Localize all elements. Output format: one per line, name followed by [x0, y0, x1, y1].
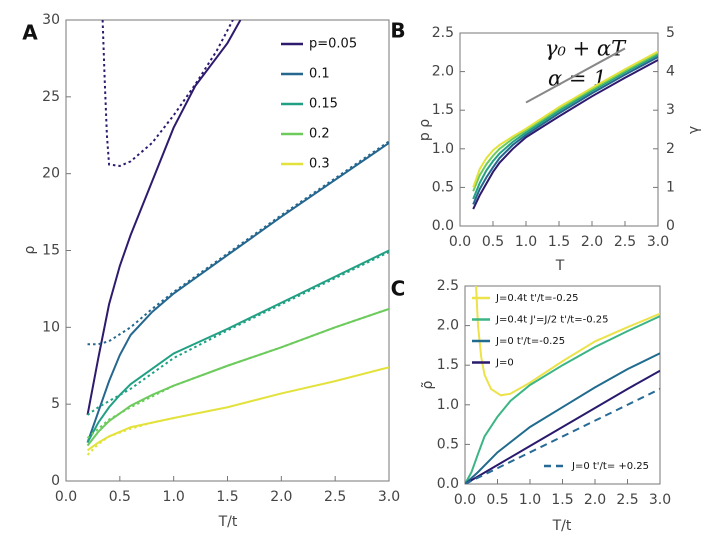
- data-line: [86, 142, 389, 443]
- y-axis-label: ρ: [22, 245, 38, 254]
- data-line: [86, 307, 389, 447]
- panel-label: A: [22, 21, 38, 45]
- legend-label: J=0.4t J'=J/2 t'/t=-0.25: [495, 315, 608, 326]
- data-line: [475, 286, 660, 397]
- legend-label: 0.15: [309, 97, 338, 112]
- x-tick-label: 3.0: [647, 234, 669, 250]
- data-line: [86, 249, 389, 444]
- y-tick-label: 20: [42, 166, 60, 182]
- x-tick-label: 1.5: [551, 492, 573, 508]
- y2-tick-label: 0: [666, 218, 675, 234]
- y-tick-label: 0: [51, 473, 60, 489]
- x-tick-label: 1.0: [515, 234, 537, 250]
- data-line: [86, 417, 174, 456]
- y-tick-label: 0.0: [437, 476, 459, 492]
- x-tick-label: 2.5: [614, 234, 636, 250]
- y-tick-label: 5: [51, 396, 60, 412]
- data-line: [465, 388, 660, 484]
- data-line: [101, 20, 234, 168]
- y-tick-label: 1.5: [437, 357, 459, 373]
- x-axis-label: T/t: [552, 518, 572, 534]
- data-line: [465, 369, 660, 484]
- x-tick-label: 0.5: [482, 234, 504, 250]
- data-line: [86, 20, 242, 416]
- data-line: [465, 315, 660, 484]
- panel-label: B: [390, 19, 405, 43]
- legend-label: 0.1: [309, 67, 330, 82]
- y-tick-label: 1.0: [432, 141, 454, 157]
- x-tick-label: 2.0: [584, 492, 606, 508]
- plot-frame: [459, 32, 659, 227]
- x-tick-label: 0.0: [454, 492, 476, 508]
- y-tick-label: 0.5: [437, 436, 459, 452]
- x-tick-label: 1.0: [163, 489, 185, 505]
- legend-label: 0.3: [309, 157, 330, 172]
- y-tick-label: 25: [42, 89, 60, 105]
- x-tick-label: 2.5: [324, 489, 346, 505]
- plot-frame: [65, 19, 390, 482]
- x-tick-label: 3.0: [378, 489, 400, 505]
- x-tick-label: 0.5: [486, 492, 508, 508]
- y2-tick-label: 5: [666, 25, 675, 41]
- y2-axis-label: γ: [686, 126, 702, 134]
- y-tick-label: 2.5: [432, 25, 454, 41]
- y2-tick-label: 3: [666, 102, 675, 118]
- x-tick-label: 2.0: [270, 489, 292, 505]
- data-line: [87, 140, 389, 346]
- legend-label: J=0: [495, 358, 514, 369]
- x-tick-label: 0.5: [109, 489, 131, 505]
- panel-label: C: [391, 277, 406, 301]
- legend-label: J=0 t'/t=-0.25: [495, 336, 565, 347]
- data-line: [472, 52, 658, 192]
- legend-label: 0.2: [309, 127, 330, 142]
- data-line: [86, 307, 389, 439]
- y-axis-label: ρ̃: [420, 380, 436, 389]
- y-tick-label: 0.5: [432, 179, 454, 195]
- x-tick-label: 2.0: [581, 234, 603, 250]
- x-tick-label: 2.5: [616, 492, 638, 508]
- data-line: [472, 50, 658, 188]
- data-line: [525, 47, 626, 104]
- y-tick-label: 1.0: [437, 397, 459, 413]
- y-tick-label: 2.0: [437, 318, 459, 334]
- y-tick-label: 1.5: [432, 102, 454, 118]
- y-tick-label: 30: [42, 12, 60, 28]
- legend-label: J=0 t'/t= +0.25: [571, 461, 649, 472]
- x-tick-label: 1.0: [519, 492, 541, 508]
- legend-label: p=0.05: [309, 37, 357, 52]
- y2-tick-label: 2: [666, 141, 675, 157]
- data-line: [472, 53, 658, 200]
- x-tick-label: 0.0: [449, 234, 471, 250]
- x-tick-label: 1.5: [216, 489, 238, 505]
- y-tick-label: 2.5: [437, 278, 459, 294]
- y-tick-label: 15: [42, 243, 60, 259]
- annotation: γ₀ + αT: [545, 37, 627, 61]
- x-tick-label: 0.0: [55, 489, 77, 505]
- x-tick-label: 1.5: [548, 234, 570, 250]
- y-tick-label: 10: [42, 319, 60, 335]
- y2-tick-label: 4: [666, 64, 675, 80]
- x-axis-label: T/t: [218, 514, 238, 530]
- x-tick-label: 3.0: [649, 492, 671, 508]
- data-line: [472, 59, 658, 210]
- data-line: [465, 352, 660, 484]
- data-line: [86, 366, 389, 452]
- y-axis-label: p ρ: [417, 119, 433, 141]
- data-line: [86, 251, 389, 416]
- y-tick-label: 2.0: [432, 64, 454, 80]
- data-line: [472, 56, 658, 205]
- y2-tick-label: 1: [666, 179, 675, 195]
- legend-label: J=0.4t t'/t=-0.25: [495, 293, 579, 304]
- y-tick-label: 0.0: [432, 218, 454, 234]
- x-axis-label: T: [555, 258, 565, 274]
